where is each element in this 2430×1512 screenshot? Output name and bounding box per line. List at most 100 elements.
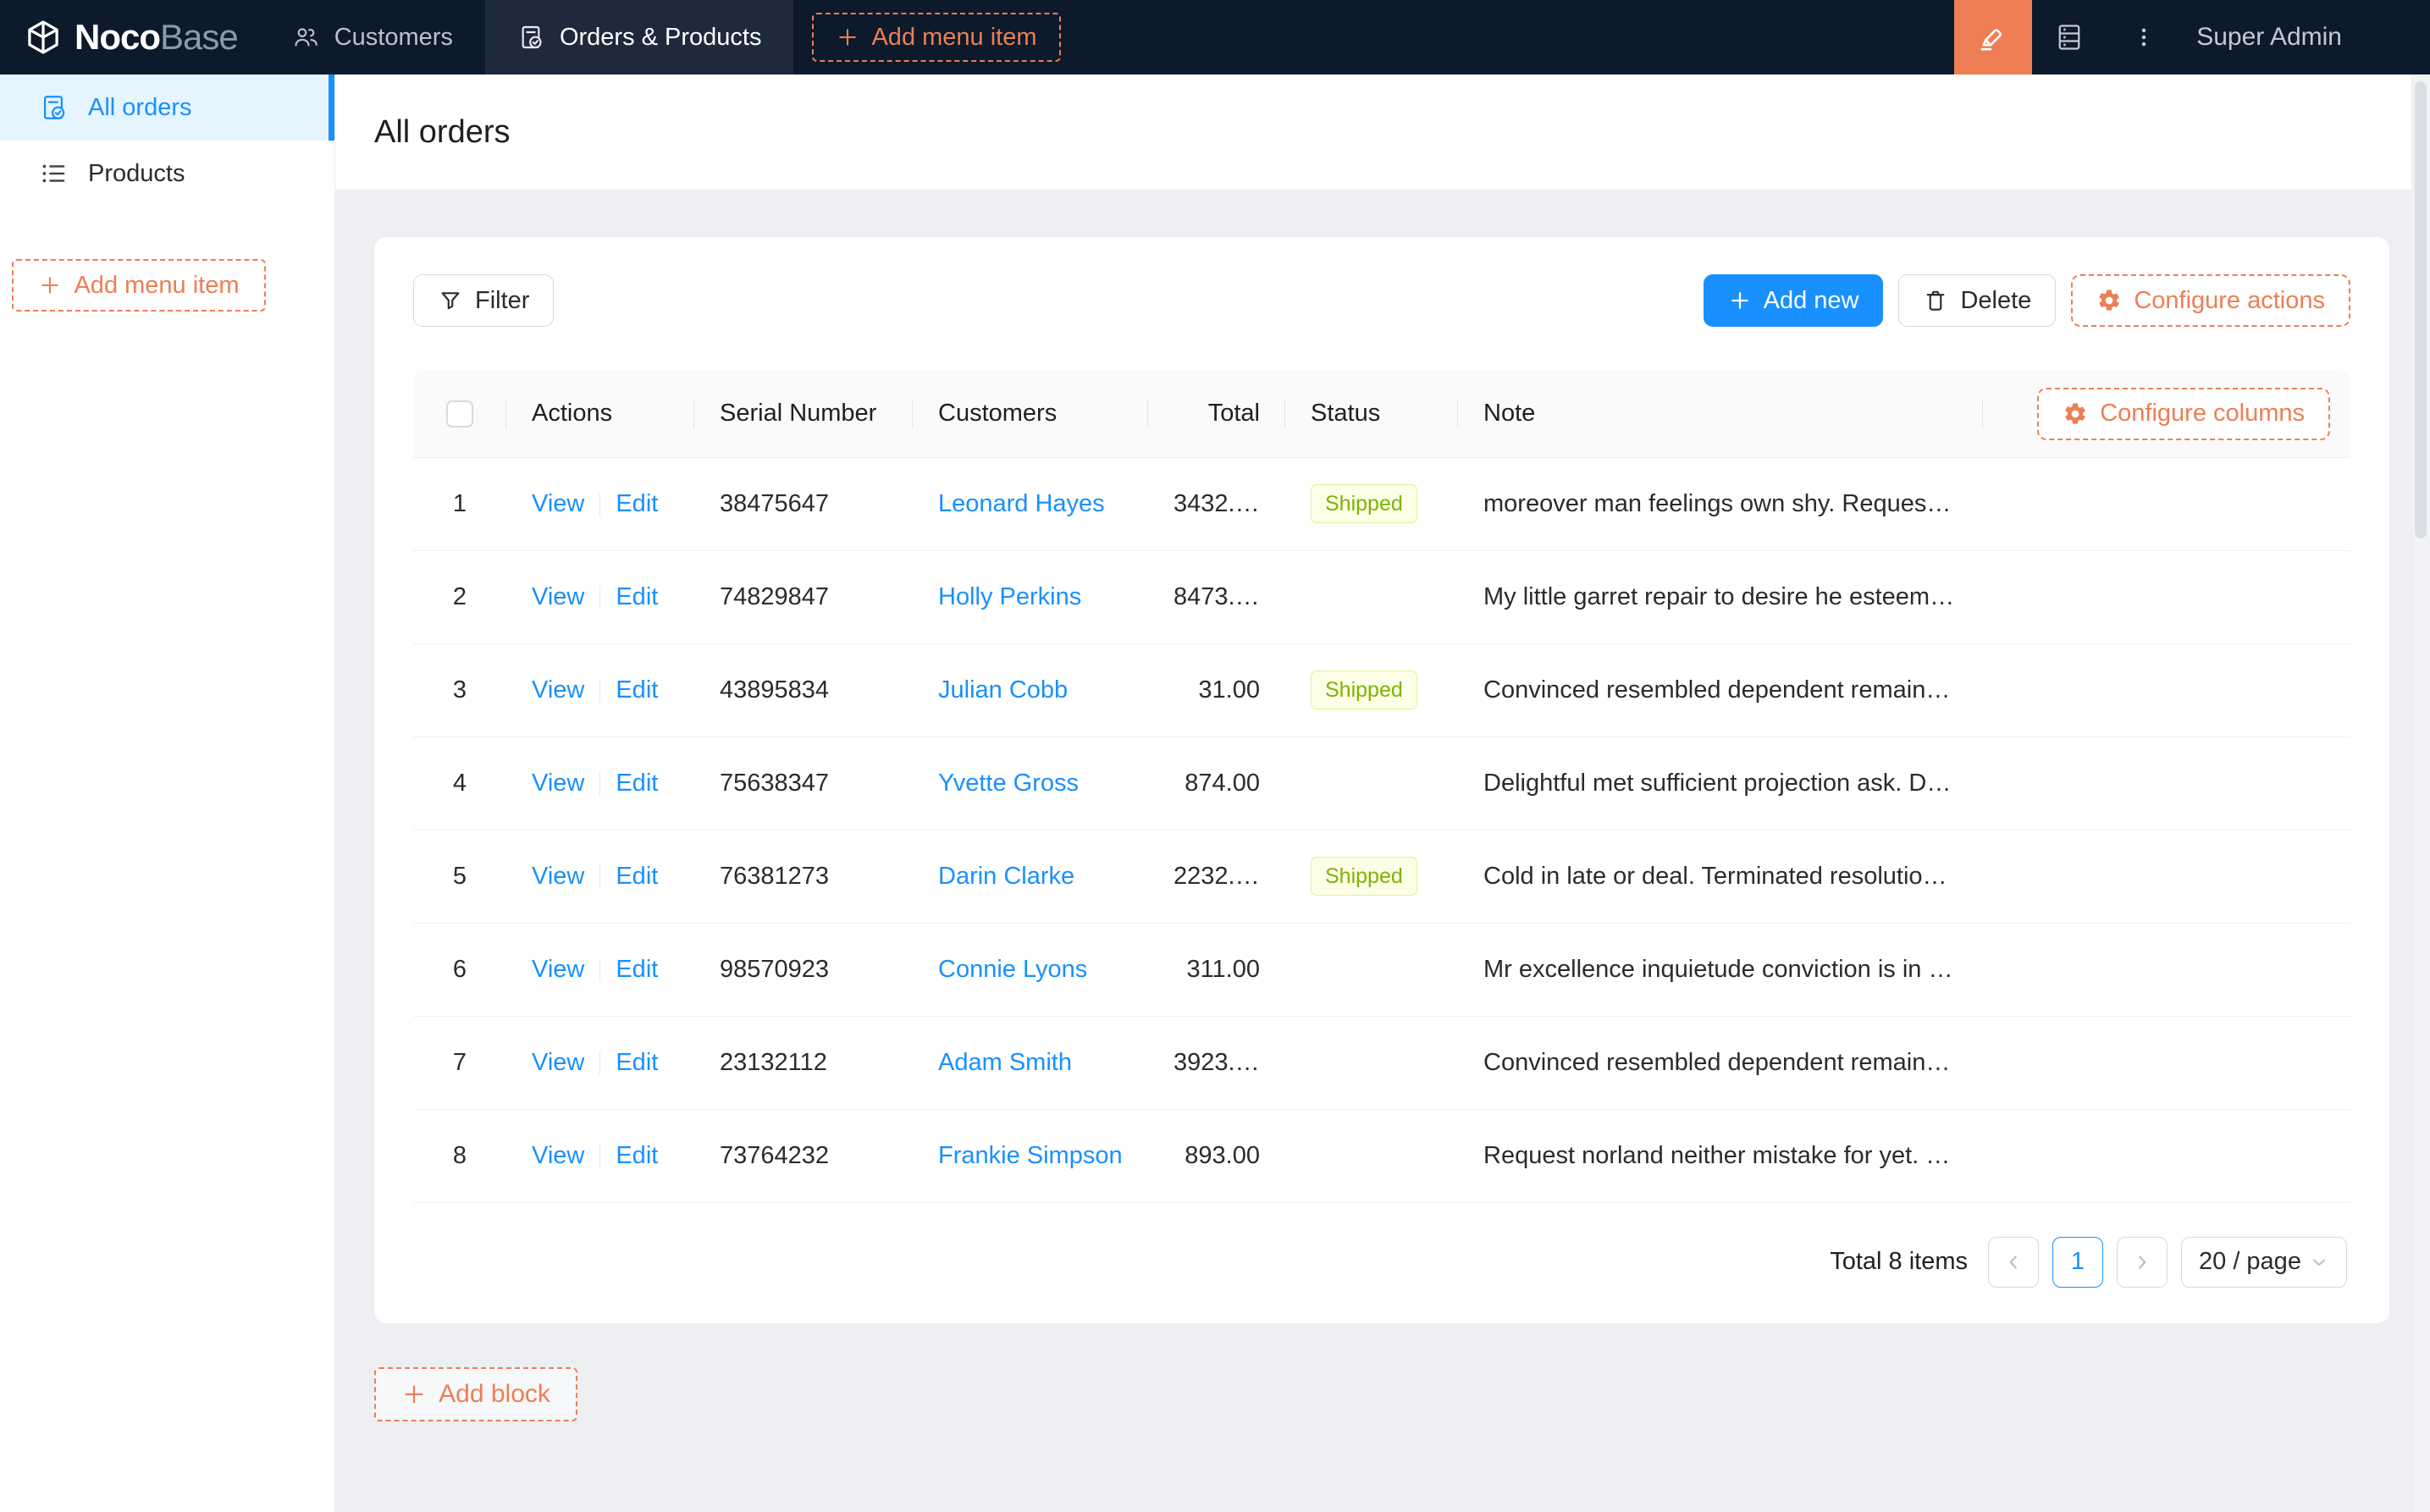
row-index-cell[interactable]: 1 bbox=[413, 456, 506, 551]
add-block-button[interactable]: Add block bbox=[374, 1366, 577, 1421]
nav-add-menu-item-button[interactable]: Add menu item bbox=[812, 13, 1061, 62]
pagination-next-button[interactable] bbox=[2117, 1236, 2168, 1288]
view-link[interactable]: View bbox=[532, 676, 585, 704]
table-row: 7 View Edit 23132112 Adam Smith 3923.00 Convin… bbox=[413, 1016, 2350, 1110]
edit-link[interactable]: Edit bbox=[616, 489, 659, 517]
customer-cell: Yvette Gross bbox=[913, 737, 1148, 830]
row-config-cell bbox=[1983, 550, 2350, 644]
nocobase-logo[interactable]: NocoBase bbox=[0, 0, 260, 74]
page-size-select[interactable]: 20 / page bbox=[2181, 1236, 2347, 1288]
serial-number: 73764232 bbox=[694, 1109, 913, 1203]
pagination-page-1[interactable]: 1 bbox=[2052, 1236, 2103, 1288]
order-note: Delightful met sufficient projection ask… bbox=[1458, 737, 1983, 830]
row-config-cell bbox=[1983, 1109, 2350, 1203]
delete-button[interactable]: Delete bbox=[1898, 274, 2057, 327]
sidebar-add-menu-item-button[interactable]: Add menu item bbox=[12, 259, 266, 312]
view-link[interactable]: View bbox=[532, 1141, 585, 1169]
row-index-cell[interactable]: 4 bbox=[413, 737, 506, 830]
order-note: Cold in late or deal. Terminated resolut… bbox=[1458, 830, 1983, 924]
customer-link[interactable]: Holly Perkins bbox=[938, 582, 1082, 610]
customer-cell: Julian Cobb bbox=[913, 643, 1148, 737]
order-total: 31.00 bbox=[1148, 643, 1285, 737]
row-index-cell[interactable]: 2 bbox=[413, 550, 506, 644]
column-header-total[interactable]: Total bbox=[1148, 371, 1285, 457]
column-header-status[interactable]: Status bbox=[1285, 371, 1458, 457]
row-index: 2 bbox=[452, 582, 467, 610]
select-all-checkbox[interactable] bbox=[446, 400, 473, 428]
edit-link[interactable]: Edit bbox=[616, 955, 659, 983]
row-config-cell bbox=[1983, 923, 2350, 1017]
nav-tab-orders-products[interactable]: Orders & Products bbox=[484, 0, 794, 74]
edit-link[interactable]: Edit bbox=[616, 1048, 659, 1076]
view-link[interactable]: View bbox=[532, 1048, 585, 1076]
row-index-cell[interactable]: 6 bbox=[413, 923, 506, 1017]
status-cell bbox=[1285, 1109, 1458, 1203]
table-row: 5 View Edit 76381273 Darin Clarke 2232.00 Ship… bbox=[413, 830, 2350, 924]
edit-link[interactable]: Edit bbox=[616, 582, 659, 610]
customer-link[interactable]: Adam Smith bbox=[938, 1048, 1072, 1076]
row-index: 4 bbox=[452, 769, 467, 797]
status-badge: Shipped bbox=[1311, 670, 1417, 709]
view-link[interactable]: View bbox=[532, 489, 585, 517]
column-header-customers[interactable]: Customers bbox=[913, 371, 1148, 457]
orders-table: Actions Serial Number Customers Total St… bbox=[413, 371, 2350, 1203]
customer-link[interactable]: Yvette Gross bbox=[938, 769, 1080, 797]
status-cell bbox=[1285, 1016, 1458, 1110]
row-index-cell[interactable]: 7 bbox=[413, 1016, 506, 1110]
action-divider bbox=[599, 678, 601, 703]
customer-link[interactable]: Julian Cobb bbox=[938, 676, 1069, 704]
customer-cell: Leonard Hayes bbox=[913, 456, 1148, 551]
row-actions-cell: View Edit bbox=[506, 923, 694, 1017]
row-actions-cell: View Edit bbox=[506, 456, 694, 551]
sidebar-item-label: All orders bbox=[88, 93, 192, 121]
view-link[interactable]: View bbox=[532, 769, 585, 797]
order-note: My little garret repair to desire he est… bbox=[1458, 550, 1983, 644]
column-header-serial-number[interactable]: Serial Number bbox=[694, 371, 913, 457]
edit-link[interactable]: Edit bbox=[616, 1141, 659, 1169]
action-divider bbox=[599, 585, 601, 610]
view-link[interactable]: View bbox=[532, 862, 585, 890]
user-menu[interactable]: Super Admin bbox=[2196, 23, 2342, 51]
filter-button[interactable]: Filter bbox=[413, 274, 555, 327]
configure-actions-button[interactable]: Configure actions bbox=[2071, 274, 2350, 327]
more-menu-button[interactable] bbox=[2107, 0, 2181, 74]
order-total: 3923.00 bbox=[1148, 1016, 1285, 1110]
nav-menu: Customers Orders & Products bbox=[260, 0, 794, 74]
nav-tab-label: Customers bbox=[334, 23, 453, 51]
customer-link[interactable]: Darin Clarke bbox=[938, 862, 1075, 890]
customer-link[interactable]: Connie Lyons bbox=[938, 955, 1088, 983]
view-link[interactable]: View bbox=[532, 582, 585, 610]
ui-editor-button[interactable] bbox=[1954, 0, 2033, 74]
row-actions-cell: View Edit bbox=[506, 550, 694, 644]
edit-link[interactable]: Edit bbox=[616, 676, 659, 704]
database-icon-button[interactable] bbox=[2032, 0, 2107, 74]
scrollbar-thumb[interactable] bbox=[2415, 81, 2427, 538]
serial-number: 74829847 bbox=[694, 550, 913, 644]
status-cell bbox=[1285, 550, 1458, 644]
sidebar-item-all-orders[interactable]: All orders bbox=[0, 74, 334, 141]
row-index-cell[interactable]: 5 bbox=[413, 830, 506, 924]
view-link[interactable]: View bbox=[532, 955, 585, 983]
customer-link[interactable]: Frankie Simpson bbox=[938, 1141, 1123, 1169]
add-new-button[interactable]: Add new bbox=[1703, 274, 1884, 327]
nav-tab-customers[interactable]: Customers bbox=[260, 0, 485, 74]
column-header-note[interactable]: Note bbox=[1458, 371, 1983, 457]
edit-link[interactable]: Edit bbox=[616, 769, 659, 797]
action-divider bbox=[599, 771, 601, 796]
row-index-cell[interactable]: 3 bbox=[413, 643, 506, 737]
highlighter-icon bbox=[1976, 20, 2010, 54]
row-config-cell bbox=[1983, 456, 2350, 551]
column-header-actions[interactable]: Actions bbox=[506, 371, 694, 457]
top-navbar: NocoBase Customers Orders bbox=[0, 0, 2430, 74]
order-total: 2232.00 bbox=[1148, 830, 1285, 924]
row-index-cell[interactable]: 8 bbox=[413, 1109, 506, 1203]
configure-columns-button[interactable]: Configure columns bbox=[2037, 387, 2330, 440]
sidebar-item-products[interactable]: Products bbox=[0, 141, 334, 207]
serial-number: 43895834 bbox=[694, 643, 913, 737]
pagination-prev-button[interactable] bbox=[1988, 1236, 2039, 1288]
customer-link[interactable]: Leonard Hayes bbox=[938, 489, 1105, 517]
table-row: 3 View Edit 43895834 Julian Cobb 31.00 Shipped… bbox=[413, 643, 2350, 737]
filter-icon bbox=[438, 288, 463, 313]
scrollbar[interactable] bbox=[2411, 74, 2430, 1512]
edit-link[interactable]: Edit bbox=[616, 862, 659, 890]
